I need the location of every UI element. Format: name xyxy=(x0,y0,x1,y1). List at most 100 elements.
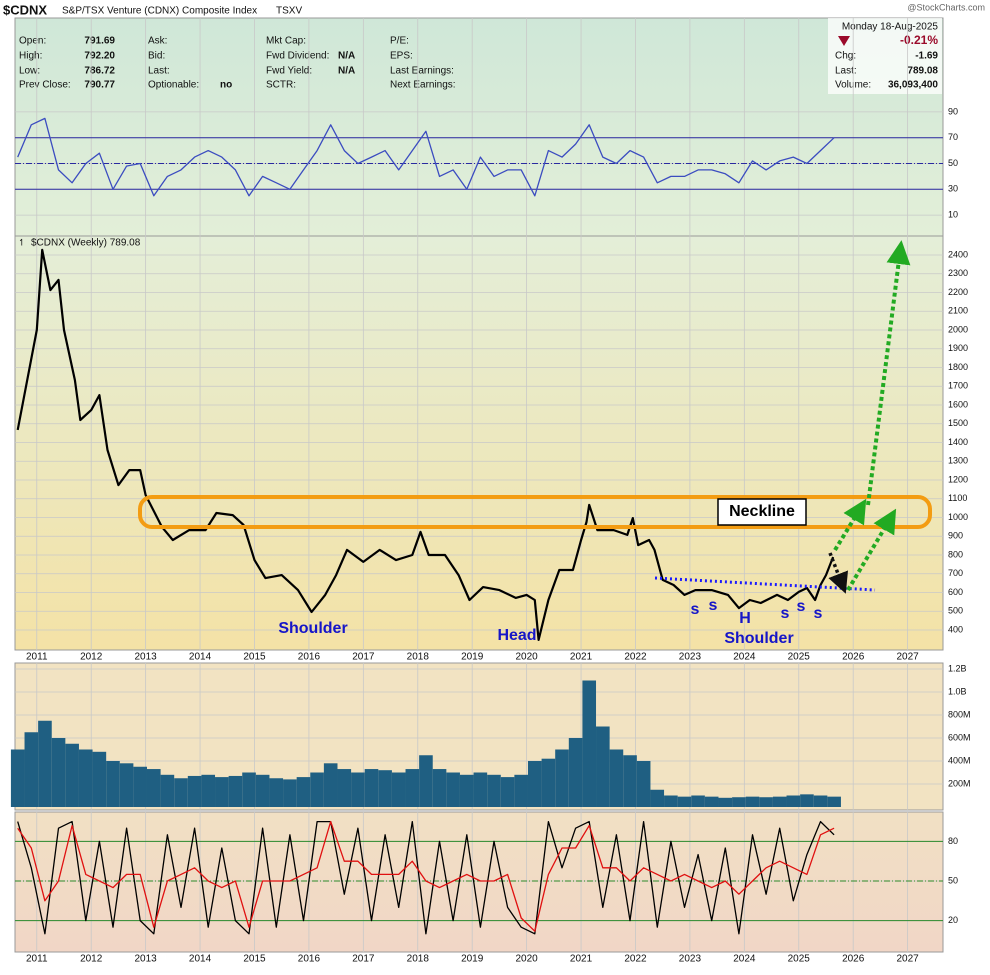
volume-bar xyxy=(759,797,773,807)
volume-bar xyxy=(732,797,746,807)
volume-bar xyxy=(432,769,447,807)
volume-bar xyxy=(174,778,188,807)
volume-bar xyxy=(323,763,338,807)
quote-label: EPS: xyxy=(390,51,413,62)
y-tick-label: 1400 xyxy=(948,437,968,447)
y-tick-label: 1.0B xyxy=(948,686,967,696)
neckline-label: Neckline xyxy=(729,503,795,520)
volume-bar xyxy=(813,795,828,807)
volume-bar xyxy=(65,743,79,807)
volume-bar xyxy=(378,770,392,807)
volume-bar xyxy=(51,738,66,807)
arrow xyxy=(866,240,911,506)
exchange: TSXV xyxy=(276,6,302,17)
y-tick-label: 20 xyxy=(948,915,958,925)
quote-value: -1.69 xyxy=(915,51,938,62)
x-tick-label: 2014 xyxy=(189,652,212,663)
y-tick-label: 1900 xyxy=(948,343,968,353)
y-tick-label: 50 xyxy=(948,875,958,885)
trendline xyxy=(654,576,876,592)
x-tick-label: 2011 xyxy=(26,954,48,965)
y-tick-label: 1800 xyxy=(948,362,968,372)
volume-bar xyxy=(459,774,474,807)
symbol: $CDNX xyxy=(3,2,47,17)
x-tick-label: 2027 xyxy=(896,954,919,965)
series-line xyxy=(16,248,835,641)
y-tick-label: 1100 xyxy=(948,493,967,503)
quote-value: no xyxy=(220,80,232,91)
volume-bar xyxy=(650,789,665,807)
y-tick-label: 2300 xyxy=(948,268,968,278)
quote-label: Prev Close: xyxy=(19,80,71,91)
volume-bar xyxy=(636,761,651,807)
x-tick-label: 2015 xyxy=(243,652,266,663)
x-tick-label: 2018 xyxy=(407,652,430,663)
down-triangle xyxy=(838,36,850,46)
volume-bar xyxy=(242,772,256,807)
pattern-label: s xyxy=(709,597,718,614)
arrow xyxy=(833,498,867,552)
quote-label: Bid: xyxy=(148,51,165,62)
quote-label: Fwd Yield: xyxy=(266,66,312,77)
quote-value: N/A xyxy=(338,51,355,62)
volume-bar xyxy=(473,772,488,807)
neckline-box xyxy=(717,498,807,526)
volume-bar xyxy=(106,761,120,807)
volume-bar xyxy=(310,772,324,807)
y-tick-label: 800 xyxy=(948,549,963,559)
volume-bar xyxy=(664,795,678,807)
pattern-label: s xyxy=(814,605,823,622)
y-tick-label: 600 xyxy=(948,587,963,597)
volume-bar xyxy=(745,796,760,807)
volume-bar xyxy=(677,796,692,807)
volume-bar xyxy=(391,772,406,807)
quote-label: Ask: xyxy=(148,36,167,47)
y-tick-label: 70 xyxy=(948,132,958,142)
volume-bar xyxy=(78,749,93,807)
pattern-label: s xyxy=(691,601,700,618)
x-tick-label: 2019 xyxy=(461,652,484,663)
volume-bar xyxy=(609,749,624,807)
x-tick-label: 2021 xyxy=(570,652,593,663)
volume-bar xyxy=(419,755,433,807)
volume-bar xyxy=(255,774,270,807)
quote-label: Chg: xyxy=(835,51,856,62)
quote-value: 36,093,400 xyxy=(888,80,938,91)
volume-bar xyxy=(351,772,365,807)
quote-label: Mkt Cap: xyxy=(266,36,306,47)
volume-bar xyxy=(487,774,501,807)
y-tick-label: 600M xyxy=(948,732,971,742)
price-panel xyxy=(14,235,944,651)
volume-bar xyxy=(133,766,147,807)
quote-label: Last: xyxy=(148,66,170,77)
volume-bar xyxy=(623,755,637,807)
legend-icon: ↿ xyxy=(18,237,26,247)
y-tick-label: 400 xyxy=(948,624,963,634)
neckline-band xyxy=(138,495,932,529)
y-tick-label: 30 xyxy=(948,184,958,194)
volume-bar xyxy=(364,769,379,807)
volume-bar xyxy=(718,797,733,807)
pattern-label: Shoulder xyxy=(724,630,793,647)
pattern-label: Head xyxy=(497,627,536,644)
y-tick-label: 1000 xyxy=(948,512,968,522)
x-tick-label: 2026 xyxy=(842,652,865,663)
x-tick-label: 2026 xyxy=(842,954,865,965)
volume-bar xyxy=(541,758,556,807)
quote-label: Last Earnings: xyxy=(390,66,454,77)
change-pct: -0.21% xyxy=(900,33,938,47)
volume-bar xyxy=(10,749,25,807)
volume-bar xyxy=(446,772,460,807)
y-tick-label: 10 xyxy=(948,209,958,219)
volume-bar xyxy=(228,775,243,807)
quote-label: Low: xyxy=(19,66,40,77)
x-tick-label: 2020 xyxy=(515,954,538,965)
x-tick-label: 2022 xyxy=(624,954,647,965)
x-tick-label: 2018 xyxy=(407,954,430,965)
x-tick-label: 2012 xyxy=(80,954,103,965)
volume-bar xyxy=(582,680,597,807)
x-tick-label: 2015 xyxy=(243,954,266,965)
x-tick-label: 2025 xyxy=(788,652,811,663)
rsi-panel xyxy=(14,17,944,237)
